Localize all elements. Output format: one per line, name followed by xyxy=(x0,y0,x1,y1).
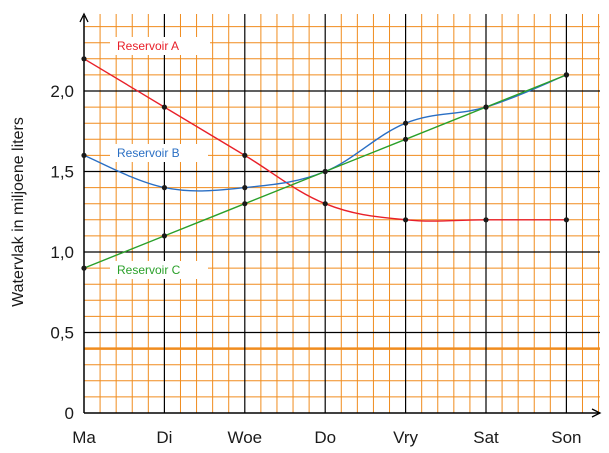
series-label-background xyxy=(110,144,208,162)
x-tick-label: Woe xyxy=(227,428,262,447)
series-label-reservoir-b: Reservoir B xyxy=(117,146,180,160)
data-point-reservoir-b xyxy=(161,185,167,191)
y-tick-label: 2,0 xyxy=(50,82,74,101)
data-point-reservoir-c xyxy=(242,201,248,207)
data-point-reservoir-c xyxy=(403,136,409,142)
data-point-reservoir-a xyxy=(161,104,167,110)
x-tick-label: Vry xyxy=(393,428,418,447)
y-tick-label: 1,0 xyxy=(50,243,74,262)
chart-grid xyxy=(84,14,600,413)
series-label-reservoir-a: Reservoir A xyxy=(117,39,179,53)
x-tick-label: Son xyxy=(551,428,581,447)
data-point-reservoir-a xyxy=(81,56,87,62)
x-tick-label: Ma xyxy=(72,428,96,447)
series-label-background xyxy=(110,37,210,55)
series-label-background xyxy=(110,261,208,279)
data-point-reservoir-c xyxy=(322,168,328,175)
chart-series-labels: Reservoir A Reservoir B Reservoir C xyxy=(110,37,210,279)
data-point-reservoir-b xyxy=(81,152,87,158)
y-axis-arrow xyxy=(79,12,89,23)
data-point-reservoir-c xyxy=(483,104,489,110)
x-axis-arrow xyxy=(591,408,602,418)
data-point-reservoir-a xyxy=(483,217,489,223)
data-point-reservoir-b xyxy=(403,120,409,126)
x-tick-label: Do xyxy=(314,428,336,447)
data-point-reservoir-a xyxy=(242,152,248,158)
chart-series xyxy=(81,56,570,271)
y-tick-label: 0,5 xyxy=(50,324,74,343)
series-label-reservoir-c: Reservoir C xyxy=(117,263,181,277)
y-tick-label: 0 xyxy=(65,404,74,423)
data-point-reservoir-a xyxy=(403,217,409,223)
data-point-reservoir-b xyxy=(242,185,248,191)
data-point-reservoir-c xyxy=(161,233,167,239)
data-point-reservoir-a xyxy=(563,217,570,223)
chart-tick-labels: Ma Di Woe Do Vry Sat Son 0 0,5 1,0 1,5 2,0 xyxy=(50,82,581,447)
data-point-reservoir-c xyxy=(563,72,570,78)
x-tick-label: Sat xyxy=(473,428,499,447)
data-point-reservoir-c xyxy=(81,265,87,271)
y-tick-label: 1,5 xyxy=(50,163,74,182)
data-point-reservoir-a xyxy=(322,201,328,207)
chart-axes xyxy=(79,12,602,418)
x-tick-label: Di xyxy=(156,428,172,447)
y-axis-title: Watervlak in miljoene liters xyxy=(10,117,27,307)
